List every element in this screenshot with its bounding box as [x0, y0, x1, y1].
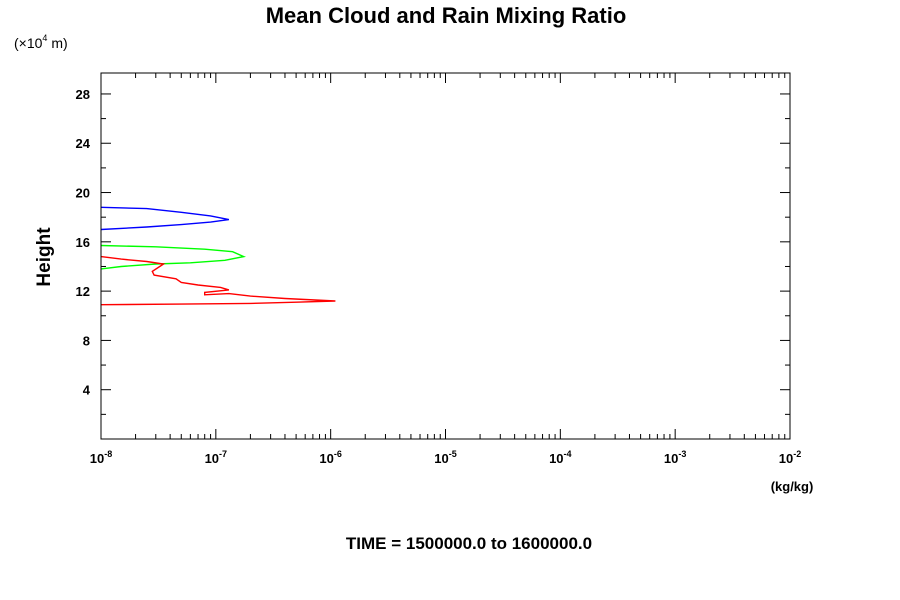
- x-tick-label: 10-2: [779, 449, 801, 466]
- series-line-3: [100, 255, 336, 306]
- y-tick-label: 12: [76, 284, 90, 299]
- series-line-1: [100, 206, 230, 231]
- series-layer: [100, 206, 336, 306]
- ticks-layer: [100, 73, 791, 439]
- x-tick-label: 10-5: [434, 449, 456, 466]
- x-axis-unit: (kg/kg): [771, 479, 814, 494]
- chart-title: Mean Cloud and Rain Mixing Ratio: [266, 3, 627, 28]
- y-axis-label: Height: [34, 227, 55, 287]
- time-range-label: TIME = 1500000.0 to 1600000.0: [346, 534, 592, 553]
- y-tick-labels: 4 8 12 16 20 24 28: [76, 87, 91, 398]
- y-tick-label: 16: [76, 235, 90, 250]
- x-tick-label: 10-4: [549, 449, 571, 466]
- y-tick-label: 8: [83, 333, 90, 348]
- y-tick-label: 24: [76, 136, 91, 151]
- series-line-2: [100, 244, 247, 270]
- y-tick-label: 4: [83, 383, 91, 398]
- x-tick-labels: 10-8 10-7 10-6 10-5 10-4 10-3 10-2: [90, 449, 801, 466]
- x-tick-label: 10-8: [90, 449, 112, 466]
- y-multiplier: (×104 m): [14, 33, 68, 51]
- plot-frame: [100, 72, 791, 440]
- x-tick-label: 10-3: [664, 449, 686, 466]
- x-tick-label: 10-6: [319, 449, 341, 466]
- y-tick-label: 28: [76, 87, 90, 102]
- x-tick-label: 10-7: [205, 449, 227, 466]
- y-tick-label: 20: [76, 186, 90, 201]
